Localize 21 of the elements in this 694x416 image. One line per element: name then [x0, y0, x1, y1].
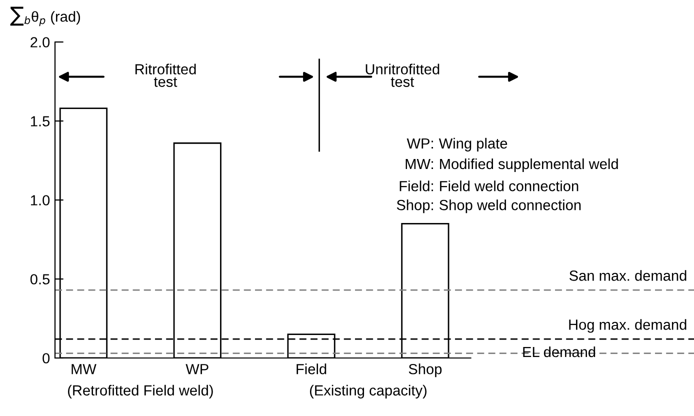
y-tick-label: 1.5: [30, 116, 50, 126]
annotation: Ritrofitted test: [135, 64, 196, 87]
y-axis-title: ∑$_{b}$θ$_{p}$ (rad): [10, 6, 80, 26]
annotation: MW: Modified supplemental weld: [406, 158, 618, 172]
annotation: Shop: Shop weld connection: [396, 200, 581, 214]
x-tick-label: Field: [296, 364, 326, 374]
x-tick-label: MW: [72, 364, 96, 374]
ref-line-label: EL demand: [523, 346, 596, 358]
ref-line-label: Hog max. demand: [569, 319, 686, 333]
ref-line-label: San max. demand: [569, 270, 686, 281]
annotation: WP: Wing plate: [406, 138, 508, 152]
y-tick-label: 0.5: [30, 274, 50, 284]
y-tick-label: 2.0: [30, 37, 50, 48]
annotation: Field: Field weld connection: [400, 180, 578, 192]
x-tick-label: Shop: [408, 364, 442, 378]
text: (Retrofitted Field weld): [68, 384, 213, 398]
y-tick-label: 0: [42, 353, 50, 364]
text: (Existing capacity): [310, 384, 426, 398]
x-tick-label: WP: [186, 364, 208, 374]
annotation: Unritrofitted test: [366, 64, 440, 87]
y-tick-label: 1.0: [30, 195, 50, 206]
